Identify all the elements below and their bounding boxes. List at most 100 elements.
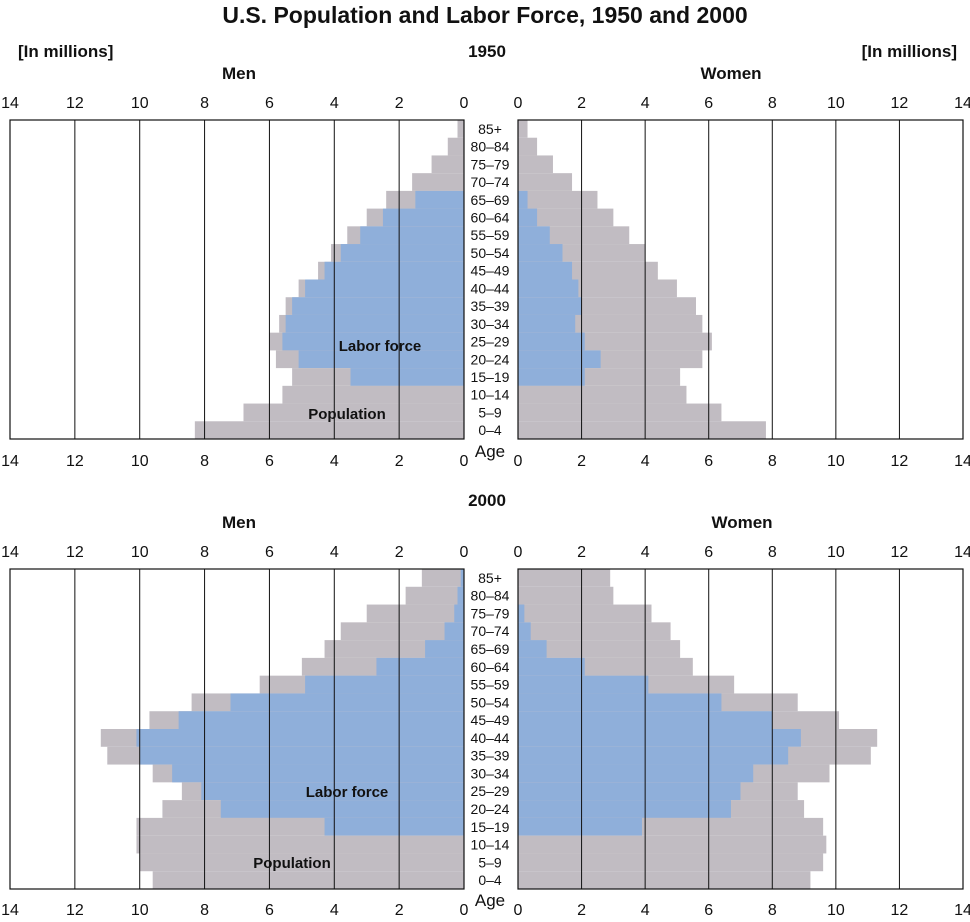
population-label: Population	[308, 406, 386, 423]
bar-men-labor-force	[360, 226, 464, 245]
women-label: Women	[711, 513, 772, 532]
bar-women-labor-force	[518, 208, 538, 227]
bar-women-labor-force	[518, 764, 754, 783]
bar-men-population	[412, 173, 464, 191]
age-group-label: 30–34	[471, 765, 510, 781]
tick-label-women-top: 12	[891, 95, 909, 112]
age-group-label: 75–79	[471, 156, 510, 172]
bar-men-labor-force	[425, 640, 464, 658]
bar-women-labor-force	[518, 368, 585, 386]
tick-label-women-bottom: 0	[514, 902, 523, 919]
age-group-label: 45–49	[471, 712, 510, 728]
tick-label-men-top: 8	[200, 544, 209, 561]
tick-label-women-top: 10	[827, 544, 845, 561]
panel-year-label: 2000	[468, 491, 506, 510]
bar-women-population	[518, 640, 681, 658]
age-group-label: 60–64	[471, 659, 510, 675]
bar-women-population	[518, 586, 614, 605]
tick-label-men-bottom: 6	[265, 902, 274, 919]
men-label: Men	[222, 64, 256, 83]
age-group-label: 5–9	[478, 404, 502, 420]
bar-men-labor-force	[324, 817, 464, 836]
bar-men-labor-force	[444, 622, 464, 641]
bar-women-population	[518, 403, 722, 422]
tick-label-men-bottom: 6	[265, 453, 274, 470]
bar-women-labor-force	[518, 244, 563, 262]
men-label: Men	[222, 513, 256, 532]
bar-men-labor-force	[298, 350, 464, 369]
women-label: Women	[700, 64, 761, 83]
age-group-label: 35–39	[471, 298, 510, 314]
bar-women-population	[518, 853, 824, 872]
bar-men-labor-force	[350, 368, 464, 386]
bar-men-population	[139, 853, 464, 872]
age-group-label: 25–29	[471, 334, 510, 350]
age-group-label: 85+	[478, 121, 502, 137]
bar-women-labor-force	[518, 332, 585, 351]
bar-women-labor-force	[518, 350, 601, 369]
bar-women-labor-force	[518, 297, 582, 315]
tick-label-women-top: 2	[577, 95, 586, 112]
tick-label-women-top: 4	[641, 544, 650, 561]
women-plot-border	[517, 568, 964, 890]
bar-men-labor-force	[230, 693, 464, 712]
age-group-label: 60–64	[471, 209, 510, 225]
tick-label-women-bottom: 10	[827, 902, 845, 919]
tick-label-men-top: 14	[1, 544, 19, 561]
tick-label-women-bottom: 2	[577, 902, 586, 919]
age-group-label: 65–69	[471, 192, 510, 208]
bar-men-labor-force	[172, 764, 464, 783]
bar-women-labor-force	[518, 226, 550, 245]
bar-men-population	[457, 120, 464, 138]
tick-label-men-top: 4	[330, 95, 339, 112]
age-axis-label: Age	[475, 891, 505, 910]
bar-women-labor-force	[518, 657, 585, 676]
tick-label-women-top: 0	[514, 544, 523, 561]
units-right-label: [In millions]	[862, 42, 957, 61]
tick-label-men-bottom: 2	[395, 453, 404, 470]
chart-title: U.S. Population and Labor Force, 1950 an…	[222, 2, 747, 28]
tick-label-men-top: 14	[1, 95, 19, 112]
bar-women-population	[518, 622, 671, 641]
tick-label-women-bottom: 6	[704, 453, 713, 470]
tick-label-women-top: 8	[768, 95, 777, 112]
tick-label-men-bottom: 0	[460, 902, 469, 919]
bar-women-population	[518, 569, 611, 587]
bar-men-labor-force	[220, 800, 464, 818]
tick-label-women-bottom: 2	[577, 453, 586, 470]
age-axis-label: Age	[475, 442, 505, 461]
tick-label-women-bottom: 0	[514, 453, 523, 470]
tick-label-men-top: 2	[395, 95, 404, 112]
bar-men-population	[366, 604, 464, 623]
tick-label-men-bottom: 12	[66, 453, 84, 470]
bar-women-population	[518, 385, 687, 404]
age-group-label: 80–84	[471, 588, 510, 604]
tick-label-women-top: 14	[954, 544, 970, 561]
bar-men-population	[405, 586, 464, 605]
bar-women-labor-force	[518, 817, 642, 836]
bar-men-labor-force	[285, 314, 464, 333]
bar-women-population	[518, 421, 766, 439]
bar-women-labor-force	[518, 261, 573, 280]
bar-men-labor-force	[178, 711, 464, 729]
bar-women-population	[518, 155, 553, 174]
bar-men-labor-force	[324, 261, 464, 280]
bar-men-labor-force	[305, 675, 464, 694]
age-group-label: 75–79	[471, 605, 510, 621]
bar-men-population	[152, 871, 464, 889]
tick-label-men-bottom: 10	[131, 453, 149, 470]
bar-men-labor-force	[382, 208, 464, 227]
bar-men-population	[431, 155, 464, 174]
age-group-label: 65–69	[471, 641, 510, 657]
tick-label-women-top: 12	[891, 544, 909, 561]
bar-women-labor-force	[518, 190, 528, 209]
age-group-label: 55–59	[471, 227, 510, 243]
bar-men-population	[340, 622, 464, 641]
men-plot-border	[9, 568, 465, 890]
bar-women-population	[518, 190, 598, 209]
tick-label-men-top: 8	[200, 95, 209, 112]
age-group-label: 70–74	[471, 174, 510, 190]
bar-men-labor-force	[340, 244, 464, 262]
bar-men-labor-force	[201, 782, 465, 801]
